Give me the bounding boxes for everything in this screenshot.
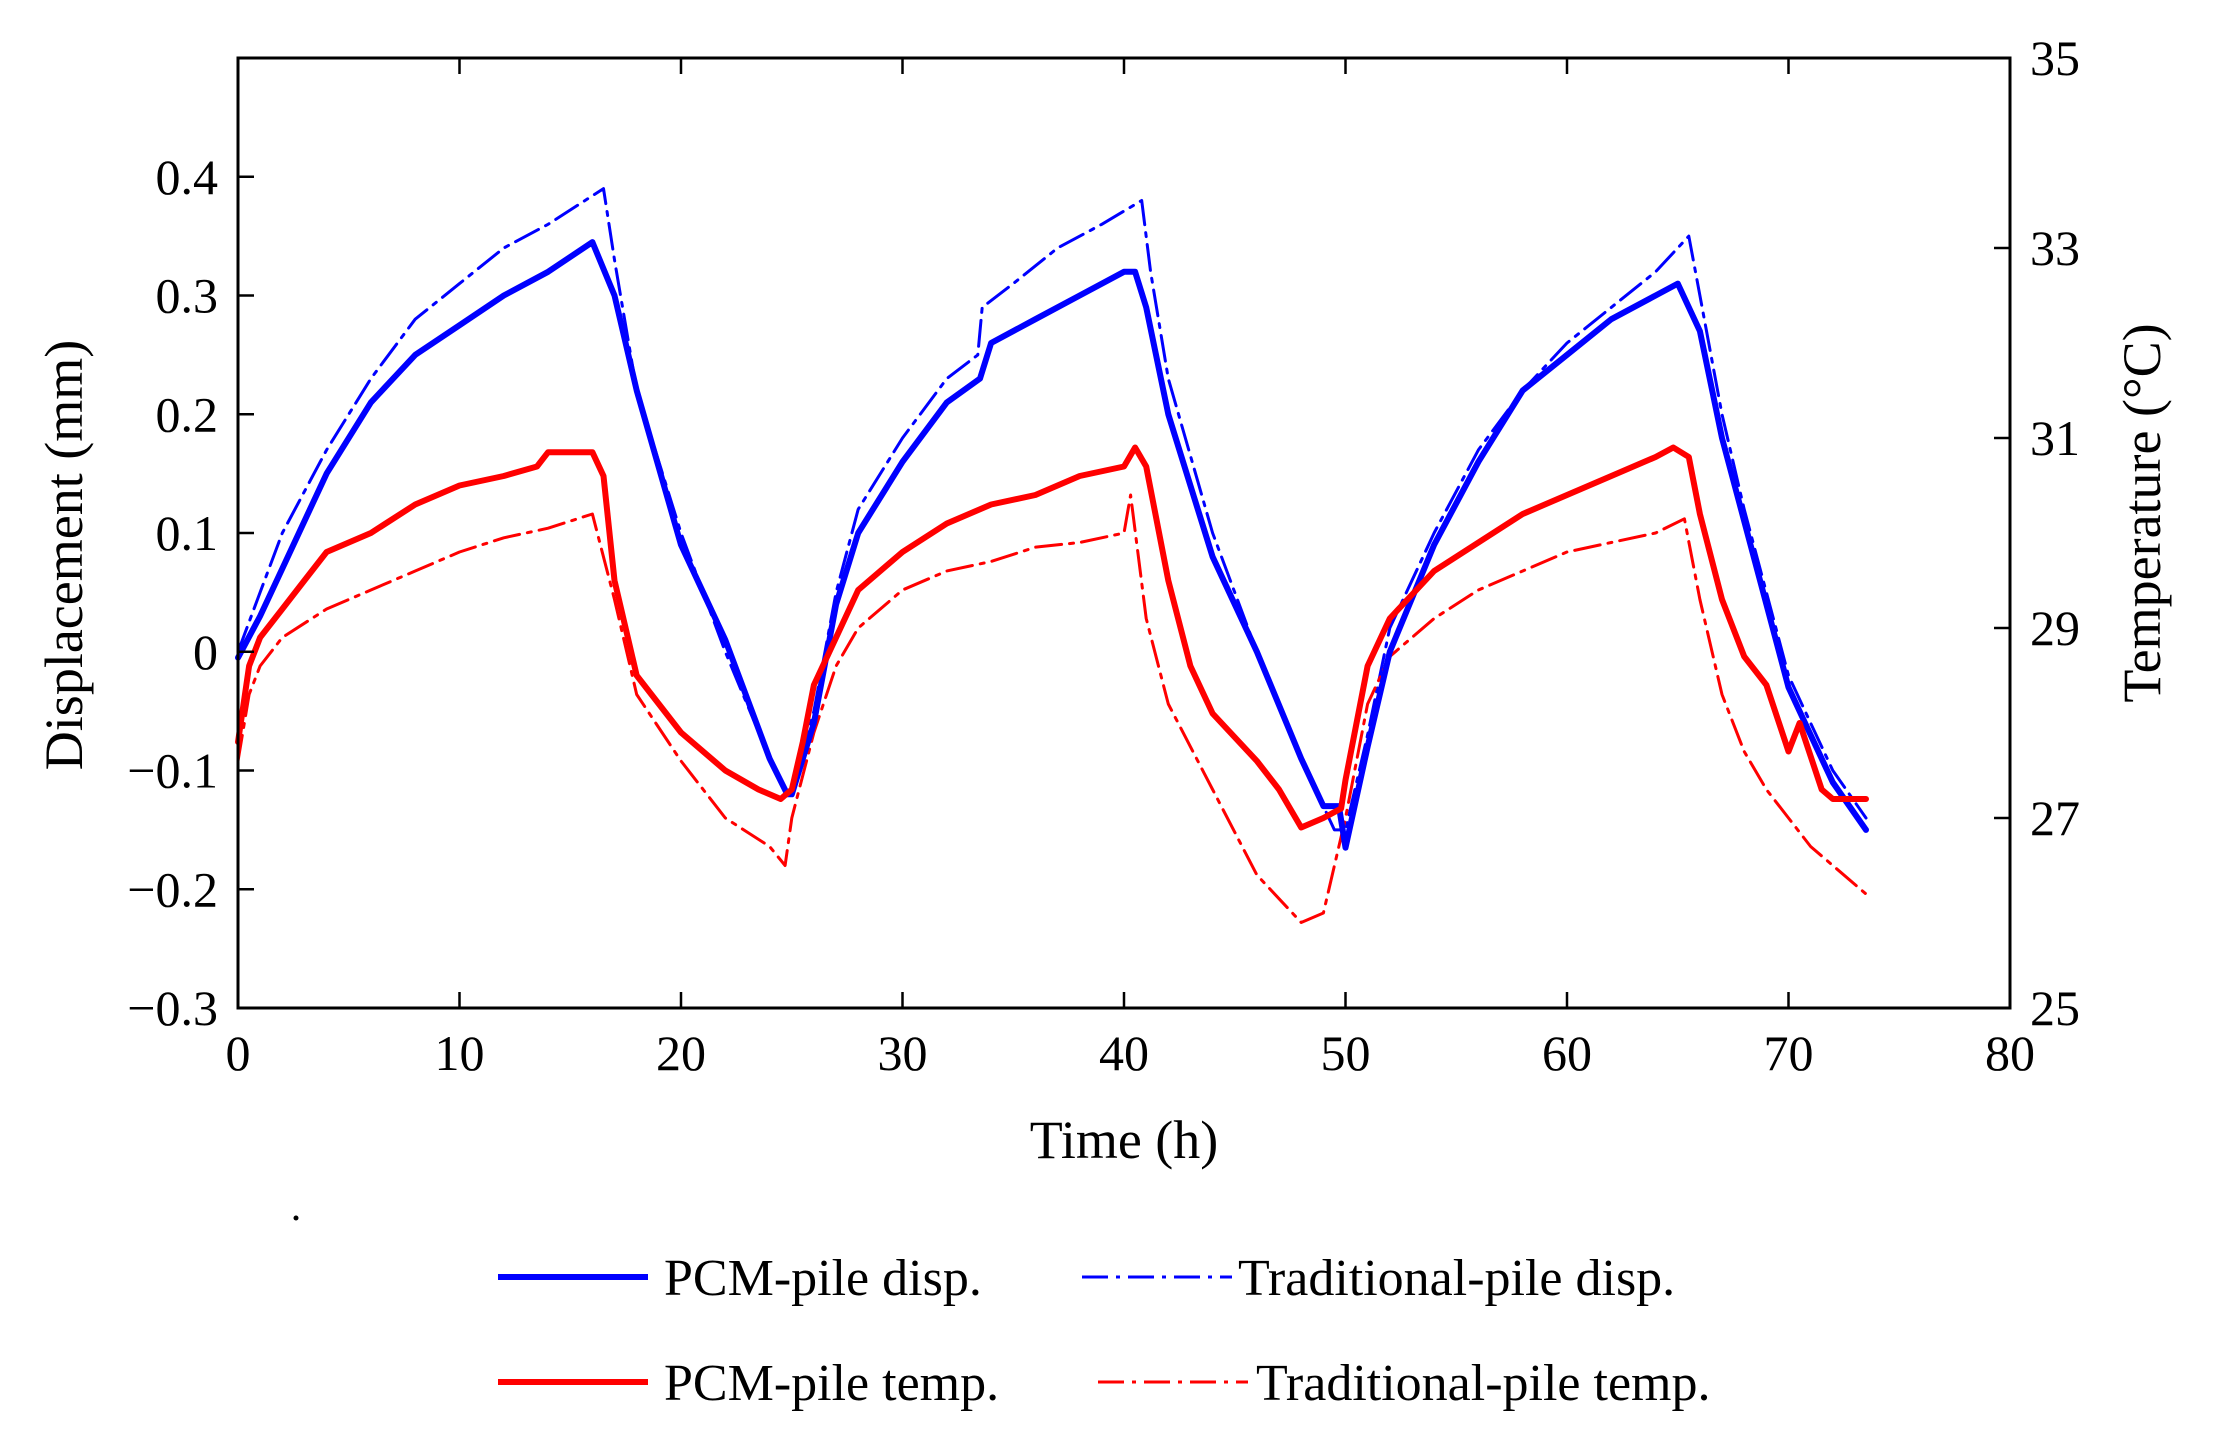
x-tick-label: 0 <box>226 1025 251 1081</box>
right-tick-label: 29 <box>2030 600 2080 656</box>
left-tick-label: −0.1 <box>127 743 218 799</box>
right-tick-label: 27 <box>2030 790 2080 846</box>
right-tick-label: 31 <box>2030 410 2080 466</box>
series-line-1 <box>235 239 1869 851</box>
legend-label-pcm-temp: PCM-pile temp. <box>664 1355 999 1412</box>
legend-label-trad-disp: Traditional-pile disp. <box>1238 1250 1675 1307</box>
stray-dot <box>293 1215 299 1221</box>
left-tick-label: 0.1 <box>156 505 219 561</box>
legend-label-trad-temp: Traditional-pile temp. <box>1256 1355 1710 1412</box>
right-tick-label: 35 <box>2030 30 2080 86</box>
x-tick-label: 20 <box>656 1025 706 1081</box>
x-tick-label: 50 <box>1321 1025 1371 1081</box>
left-tick-label: −0.3 <box>127 980 218 1036</box>
left-tick-label: 0 <box>193 624 218 680</box>
right-y-axis: 35 33 31 29 27 25 <box>1994 30 2080 1036</box>
plot-lines <box>235 187 1869 924</box>
series-line-4 <box>236 493 1868 924</box>
x-tick-label: 40 <box>1099 1025 1149 1081</box>
series-line-2 <box>236 187 1868 832</box>
left-tick-label: 0.2 <box>156 386 219 442</box>
left-y-axis-title: Displacement (mm) <box>34 340 94 770</box>
left-y-axis: 0.4 0.3 0.2 0.1 0 −0.1 −0.2 −0.3 <box>127 149 254 1036</box>
x-tick-label: 10 <box>435 1025 485 1081</box>
right-tick-label: 33 <box>2030 220 2080 276</box>
x-axis: 0 10 20 30 40 50 60 70 80 <box>226 58 2035 1081</box>
right-y-axis-title: Temperature (°C) <box>2112 323 2172 702</box>
x-tick-label: 30 <box>878 1025 928 1081</box>
x-tick-label: 80 <box>1985 1025 2035 1081</box>
series-line-3 <box>235 444 1869 831</box>
right-tick-label: 25 <box>2030 980 2080 1036</box>
left-tick-label: 0.4 <box>156 149 219 205</box>
legend-label-pcm-disp: PCM-pile disp. <box>664 1250 982 1307</box>
plot-frame <box>236 56 2012 1010</box>
x-tick-label: 60 <box>1542 1025 1592 1081</box>
x-axis-title: Time (h) <box>1030 1110 1219 1170</box>
left-tick-label: 0.3 <box>156 268 219 324</box>
x-tick-label: 70 <box>1764 1025 1814 1081</box>
legend: PCM-pile disp. Traditional-pile disp. PC… <box>498 1250 1710 1412</box>
left-tick-label: −0.2 <box>127 861 218 917</box>
